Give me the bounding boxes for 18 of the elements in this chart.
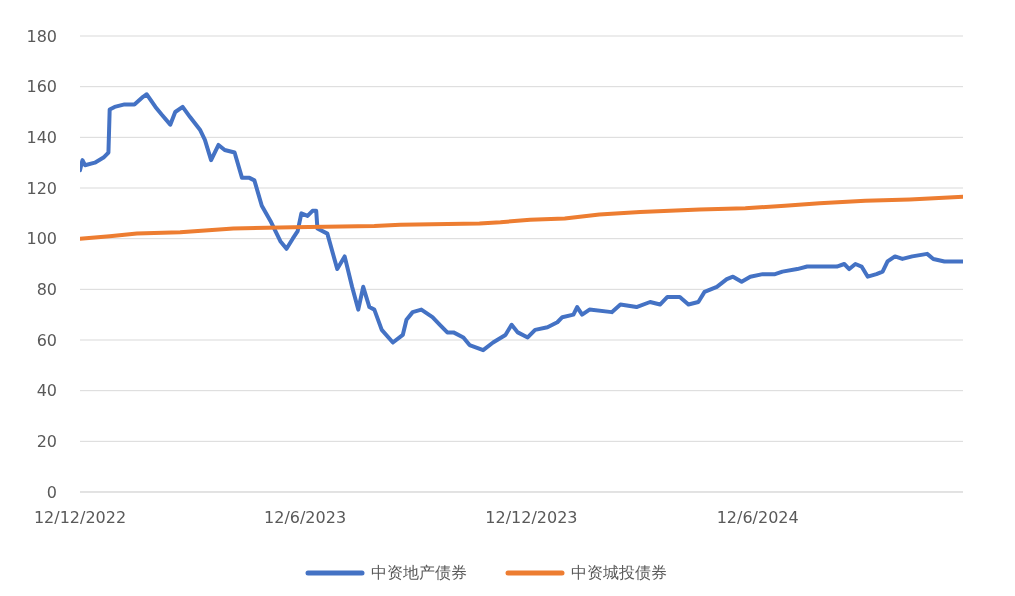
y-tick-label: 60 <box>36 330 57 350</box>
x-tick-label: 12/12/2023 <box>485 508 578 528</box>
line-series <box>80 92 963 353</box>
y-tick-label: 140 <box>26 128 57 148</box>
y-tick-label: 160 <box>26 77 57 97</box>
y-tick-label: 100 <box>26 229 57 249</box>
y-tick-label: 80 <box>36 280 57 300</box>
y-tick-label: 120 <box>26 178 57 198</box>
line-series <box>80 194 963 241</box>
y-tick-label: 180 <box>26 26 57 46</box>
x-tick-label: 12/12/2022 <box>33 508 127 528</box>
y-tick-label: 40 <box>36 381 57 401</box>
y-tick-label: 0 <box>46 482 57 502</box>
x-tick-label: 12/6/2023 <box>264 508 347 528</box>
legend-label: 中资城投债券 <box>570 562 667 584</box>
x-tick-label: 12/6/2024 <box>716 508 799 528</box>
legend-label: 中资地产债券 <box>370 562 467 584</box>
y-tick-label: 20 <box>36 432 57 452</box>
